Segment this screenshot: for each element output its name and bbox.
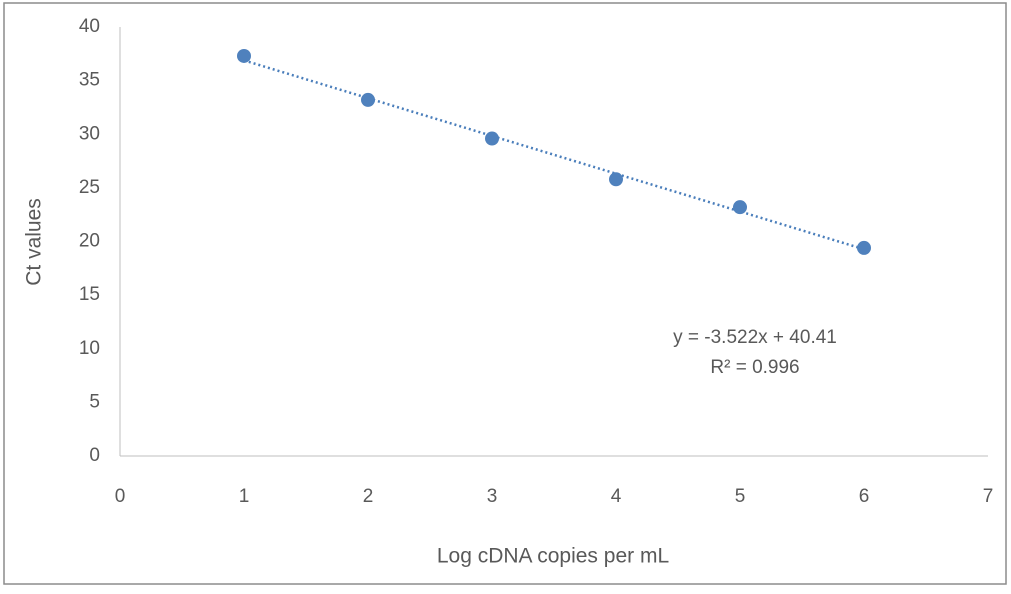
x-tick-label: 1 [239,486,250,507]
y-tick-label: 20 [79,231,100,252]
data-point [609,172,623,187]
y-axis-label: Ct values [23,198,46,286]
y-tick-label: 10 [79,338,100,359]
data-point [361,92,375,107]
trendline [243,59,865,251]
x-tick-label: 5 [735,486,746,507]
y-tick-label: 30 [79,123,100,144]
data-point [485,131,499,146]
y-tick-label: 5 [89,391,100,412]
x-tick-label: 0 [115,486,126,507]
trendline-r2: R² = 0.996 [710,357,799,378]
x-tick-label: 4 [611,486,622,507]
chart-frame [3,2,1007,585]
trendline-equation: y = -3.522x + 40.41 [673,327,837,348]
data-point [237,48,251,63]
y-tick-label: 15 [79,284,100,305]
x-tick-label: 6 [859,486,870,507]
y-tick-label: 40 [79,16,100,37]
y-tick-label: 0 [89,445,100,466]
y-tick-label: 35 [79,70,100,91]
x-tick-label: 2 [363,486,374,507]
y-tick-label: 25 [79,177,100,198]
data-point [857,240,871,255]
data-point [733,200,747,215]
x-axis-label: Log cDNA copies per mL [437,545,669,568]
x-tick-label: 7 [983,486,994,507]
x-tick-label: 3 [487,486,498,507]
